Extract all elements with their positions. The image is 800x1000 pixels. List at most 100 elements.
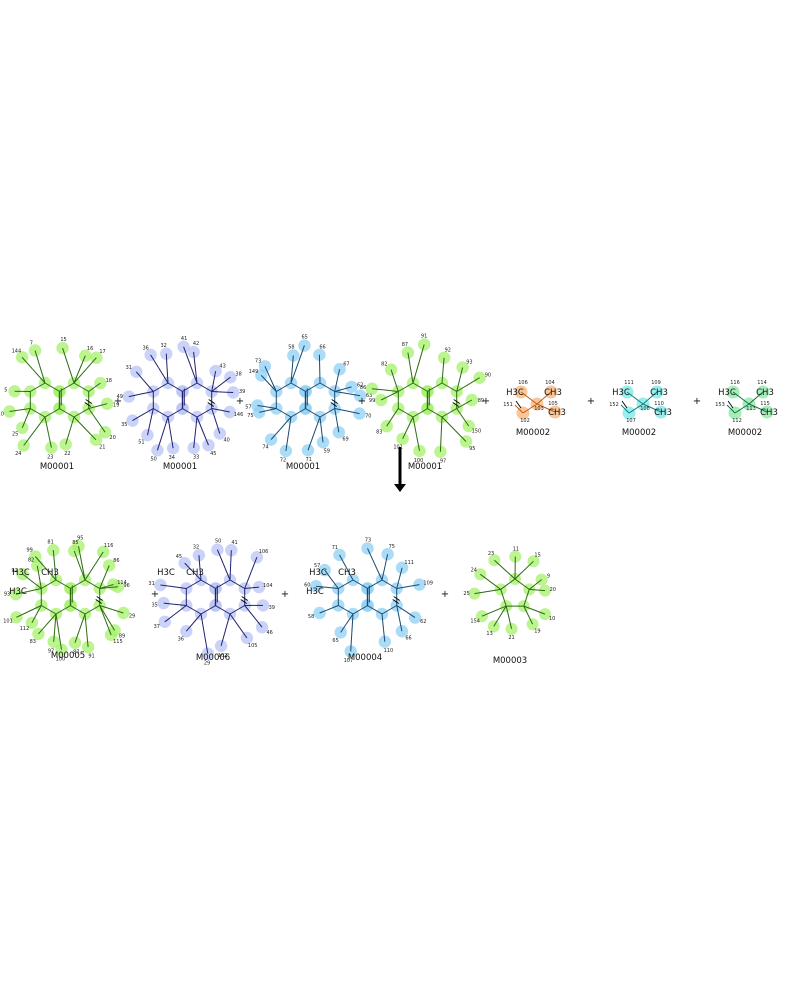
bond <box>192 613 202 624</box>
bond <box>494 559 516 580</box>
bond <box>16 611 28 618</box>
atom-number: 45 <box>210 451 216 457</box>
bond <box>324 569 332 579</box>
plus-sign: + <box>114 396 122 407</box>
bond <box>319 416 323 431</box>
bond <box>44 408 60 418</box>
atom-number: 73 <box>255 358 261 364</box>
bond <box>193 433 196 448</box>
atom-number: 89 <box>478 398 484 404</box>
bond <box>334 388 345 392</box>
atom-label: CH3 <box>41 568 59 578</box>
molecule-5: H3C CH3 CH3 106 104 151 105 102 103 M00002 <box>503 380 566 438</box>
bond <box>73 416 87 430</box>
bond <box>442 357 445 370</box>
atom-number: 45 <box>176 554 182 560</box>
atom-number: 83 <box>30 639 36 645</box>
bond <box>68 416 75 433</box>
atom-number: 102 <box>520 418 530 424</box>
molecule-label: M00003 <box>493 656 527 666</box>
bond <box>38 624 47 635</box>
atom-label: CH3 <box>186 568 204 578</box>
bond <box>32 416 46 433</box>
bond <box>84 564 96 581</box>
atom-number: 58 <box>308 614 314 620</box>
atom-number: 109 <box>423 581 433 587</box>
atom-number: 25 <box>12 431 18 437</box>
bond <box>416 435 420 451</box>
bond <box>287 416 292 436</box>
atom-number: 67 <box>343 361 349 367</box>
atom-number: 86 <box>360 385 366 391</box>
bond <box>326 586 339 589</box>
bond <box>73 550 80 565</box>
atom-number: 36 <box>178 636 184 642</box>
bond <box>345 613 354 625</box>
bond <box>18 408 31 411</box>
bond <box>213 371 217 381</box>
bond <box>221 376 231 384</box>
atom-number: 153 <box>715 402 725 408</box>
bond <box>334 391 349 395</box>
molecule-label: M00002 <box>622 428 656 438</box>
bond <box>41 605 57 615</box>
bond <box>23 432 34 446</box>
bond <box>9 409 19 412</box>
bond <box>183 346 191 364</box>
bond <box>290 367 293 384</box>
bond <box>88 408 99 422</box>
bond <box>58 633 62 650</box>
bond <box>348 410 360 415</box>
atom-number: 51 <box>138 440 144 446</box>
bond <box>78 546 82 562</box>
bond <box>230 550 232 564</box>
arrow-head <box>394 484 406 492</box>
atom-number: 99 <box>27 547 33 553</box>
bond <box>54 563 57 581</box>
bond <box>334 408 349 412</box>
atom-number: 106 <box>518 380 528 386</box>
bond <box>44 382 60 392</box>
bond <box>464 399 473 405</box>
atom-number: 102 <box>218 653 228 659</box>
atom-number: 22 <box>64 451 70 457</box>
atom-number: 49 <box>117 394 123 400</box>
bond <box>528 579 542 590</box>
bond <box>456 408 464 419</box>
atom-number: 50 <box>151 457 157 463</box>
bond <box>330 578 339 589</box>
bond <box>732 391 750 405</box>
bond <box>726 404 736 414</box>
atom-number: 24 <box>15 451 21 457</box>
atom-number: 89 <box>119 634 125 640</box>
atom-number: 82 <box>381 362 387 368</box>
atom-number: 85 <box>72 540 78 546</box>
atom-number: 32 <box>161 343 167 349</box>
atom-number: 71 <box>306 457 312 463</box>
atom-highlight <box>313 606 326 620</box>
bond <box>170 434 174 449</box>
bond <box>350 634 353 652</box>
bond <box>59 408 75 418</box>
bond <box>139 391 154 395</box>
atom-number: 37 <box>154 624 160 630</box>
atom-highlight <box>434 445 447 458</box>
bond <box>459 367 464 379</box>
bond <box>338 605 354 615</box>
bond <box>34 350 40 366</box>
bond <box>215 605 231 615</box>
atom-number: 34 <box>169 455 175 461</box>
bond <box>211 408 222 411</box>
bond <box>386 417 393 427</box>
atom-highlight <box>401 346 415 359</box>
bond <box>202 432 209 446</box>
molecule-label: M00004 <box>348 653 382 663</box>
atom-number: 20 <box>550 587 556 593</box>
atom-number: 107 <box>626 418 636 424</box>
plus-sign: + <box>693 396 701 407</box>
bond <box>174 605 187 615</box>
bond <box>523 605 546 615</box>
bond <box>321 430 324 443</box>
atom-number: 150 <box>472 429 482 435</box>
